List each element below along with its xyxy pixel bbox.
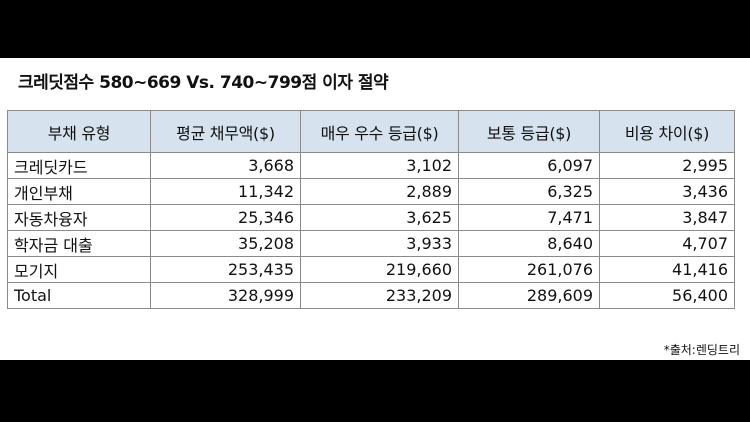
- table-cell: 2,995: [599, 152, 735, 179]
- table-cell: 3,625: [300, 204, 459, 231]
- row-label: 자동차융자: [7, 204, 151, 231]
- row-label: 모기지: [7, 256, 151, 283]
- header-row: 부채 유형 평균 채무액($) 매우 우수 등급($) 보통 등급($) 비용 …: [7, 110, 735, 153]
- table-row: 모기지 253,435 219,660 261,076 41,416: [7, 256, 735, 283]
- header-excellent-grade: 매우 우수 등급($): [300, 110, 459, 153]
- row-label: 학자금 대출: [7, 230, 151, 257]
- table-cell: 3,436: [599, 178, 735, 205]
- row-label: 크레딧카드: [7, 152, 151, 179]
- article-card: 크레딧점수 580~669 Vs. 740~799점 이자 절약 부채 유형 평…: [0, 58, 750, 360]
- table-row-total: Total 328,999 233,209 289,609 56,400: [7, 282, 735, 309]
- table-row: 개인부채 11,342 2,889 6,325 3,436: [7, 178, 735, 205]
- row-label: Total: [7, 282, 151, 309]
- table-cell: 219,660: [300, 256, 459, 283]
- header-debt-type: 부채 유형: [7, 110, 151, 153]
- header-fair-grade: 보통 등급($): [458, 110, 600, 153]
- table-row: 학자금 대출 35,208 3,933 8,640 4,707: [7, 230, 735, 257]
- table-cell: 233,209: [300, 282, 459, 309]
- table-cell: 3,847: [599, 204, 735, 231]
- table-cell: 6,325: [458, 178, 600, 205]
- table-cell: 2,889: [300, 178, 459, 205]
- table-row: 크레딧카드 3,668 3,102 6,097 2,995: [7, 152, 735, 179]
- table-cell: 3,102: [300, 152, 459, 179]
- table-cell: 56,400: [599, 282, 735, 309]
- table-cell: 289,609: [458, 282, 600, 309]
- table-cell: 8,640: [458, 230, 600, 257]
- table-title: 크레딧점수 580~669 Vs. 740~799점 이자 절약: [18, 73, 389, 93]
- table-cell: 7,471: [458, 204, 600, 231]
- table-cell: 4,707: [599, 230, 735, 257]
- debt-table: 부채 유형 평균 채무액($) 매우 우수 등급($) 보통 등급($) 비용 …: [7, 110, 735, 309]
- source-note: *출처:렌딩트리: [663, 343, 740, 357]
- table-cell: 35,208: [150, 230, 301, 257]
- header-average-debt: 평균 채무액($): [150, 110, 301, 153]
- table-cell: 3,933: [300, 230, 459, 257]
- table-cell: 3,668: [150, 152, 301, 179]
- table-cell: 253,435: [150, 256, 301, 283]
- table-cell: 328,999: [150, 282, 301, 309]
- table-row: 자동차융자 25,346 3,625 7,471 3,847: [7, 204, 735, 231]
- header-cost-difference: 비용 차이($): [599, 110, 735, 153]
- row-label: 개인부채: [7, 178, 151, 205]
- table-cell: 11,342: [150, 178, 301, 205]
- table-cell: 261,076: [458, 256, 600, 283]
- table-cell: 25,346: [150, 204, 301, 231]
- table-cell: 6,097: [458, 152, 600, 179]
- table-cell: 41,416: [599, 256, 735, 283]
